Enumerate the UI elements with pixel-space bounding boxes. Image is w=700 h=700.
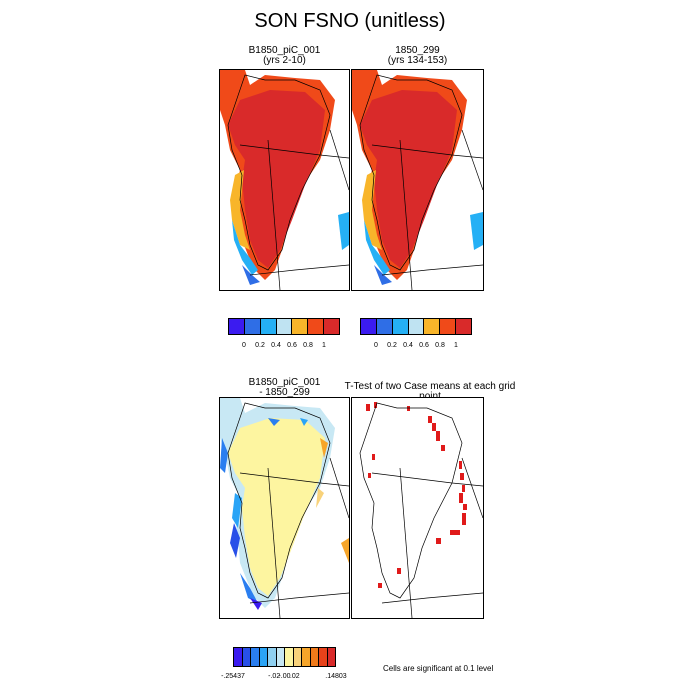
colorbar-difference-swatch	[293, 648, 302, 666]
colorbar-case1-swatch	[308, 319, 325, 334]
colorbar-case1-tick-label: 0.8	[303, 342, 313, 349]
colorbar-case1-tick-label: 0	[242, 342, 246, 349]
colorbar-difference-ticks: -.25437 -.02 -.00.02 .14803	[221, 673, 347, 683]
colorbar-difference-tick-label: -.00	[278, 673, 291, 680]
colorbar-case2-swatch	[456, 319, 472, 334]
colorbar-difference-tick-label: .02	[289, 673, 300, 680]
colorbar-case1-ticks: 0 0.2 0.4 0.6 0.8 1	[228, 342, 340, 352]
colorbar-case2-swatch	[424, 319, 441, 334]
colorbar-case2-tick-label: 0.6	[419, 342, 429, 349]
panel1-years: (yrs 2-10)	[263, 55, 306, 66]
colorbar-case2-swatch	[361, 319, 377, 334]
colorbar-case2	[360, 318, 472, 335]
colorbar-case2-tick-label: 0.8	[435, 342, 445, 349]
diff-panel-title: B1850_piC_001 - 1850_299	[219, 378, 350, 398]
colorbar-case2-tick-label: 0	[374, 342, 378, 349]
colorbar-case1-swatch	[260, 319, 277, 334]
colorbar-difference-swatch	[234, 648, 243, 666]
colorbar-case1-swatch	[229, 319, 245, 334]
colorbar-case2-swatch	[376, 319, 393, 334]
colorbar-case1-tick-label: 0.2	[255, 342, 265, 349]
map-panel-difference	[219, 397, 350, 619]
colorbar-difference-swatch	[259, 648, 268, 666]
colorbar-difference-swatch	[242, 648, 251, 666]
colorbar-difference-swatch	[327, 648, 335, 666]
colorbar-difference-swatch	[319, 648, 328, 666]
colorbar-case1-swatch	[244, 319, 261, 334]
colorbar-difference-swatch	[276, 648, 285, 666]
colorbar-case2-tick-label: 1	[454, 342, 458, 349]
colorbar-difference-tick-label: .14803	[325, 673, 347, 680]
colorbar-case1-swatch	[292, 319, 309, 334]
colorbar-case1	[228, 318, 340, 335]
colorbar-case2-swatch	[440, 319, 457, 334]
colorbar-difference-tick-label: -.02	[268, 673, 281, 680]
colorbar-case1-swatch	[276, 319, 293, 334]
colorbar-case1-tick-label: 0.4	[271, 342, 281, 349]
colorbar-difference-swatch	[268, 648, 277, 666]
page-title: SON FSNO (unitless)	[254, 10, 446, 32]
colorbar-difference-swatch	[251, 648, 260, 666]
panel2-title: 1850_299 (yrs 134-153)	[351, 46, 484, 66]
colorbar-case1-tick-label: 0.6	[287, 342, 297, 349]
colorbar-case1-swatch	[324, 319, 340, 334]
colorbar-case2-ticks: 0 0.2 0.4 0.6 0.8 1	[360, 342, 472, 352]
colorbar-difference	[233, 647, 336, 667]
map-panel-case1	[219, 69, 350, 291]
map-panel-case2	[351, 69, 484, 291]
colorbar-case2-tick-label: 0.4	[403, 342, 413, 349]
panel2-case-name: 1850_299	[395, 45, 440, 56]
colorbar-case2-swatch	[392, 319, 409, 334]
colorbar-difference-swatch	[285, 648, 294, 666]
panel1-case-name: B1850_piC_001	[248, 45, 321, 56]
diff-title-line2: - 1850_299	[259, 387, 310, 398]
map-panel-ttest	[351, 397, 484, 619]
colorbar-case2-tick-label: 0.2	[387, 342, 397, 349]
panel2-years: (yrs 134-153)	[387, 55, 448, 66]
panel1-title: B1850_piC_001 (yrs 2-10)	[219, 46, 350, 66]
colorbar-case2-swatch	[408, 319, 425, 334]
colorbar-difference-swatch	[310, 648, 319, 666]
diff-title-line1: B1850_piC_001	[248, 377, 321, 388]
colorbar-case1-tick-label: 1	[322, 342, 326, 349]
colorbar-difference-swatch	[302, 648, 311, 666]
significance-note: Cells are significant at 0.1 level	[383, 664, 494, 673]
colorbar-difference-tick-label: -.25437	[221, 673, 245, 680]
ttest-panel-title: T-Test of two Case means at each grid po…	[344, 381, 516, 402]
